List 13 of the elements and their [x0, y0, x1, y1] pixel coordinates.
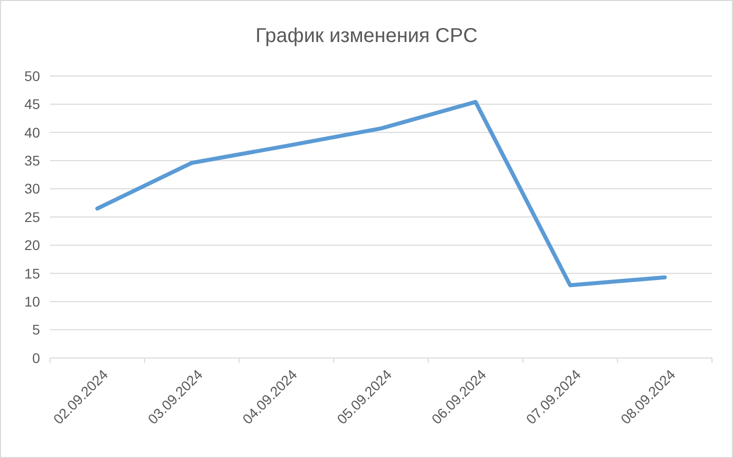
y-tick-label: 10 [24, 294, 40, 310]
y-tick-label: 45 [24, 96, 40, 112]
y-tick-label: 40 [24, 124, 40, 140]
y-tick-label: 20 [24, 237, 40, 254]
y-tick-label: 50 [24, 68, 40, 84]
y-tick-label: 0 [32, 350, 40, 366]
y-tick-label: 25 [24, 208, 40, 225]
y-tick-label: 30 [24, 180, 40, 197]
y-tick-label: 5 [32, 322, 40, 338]
y-tick-label: 35 [24, 152, 40, 168]
y-tick-label: 15 [24, 265, 40, 282]
line-series [95, 100, 667, 288]
chart-title: График изменения CPC [255, 25, 478, 47]
